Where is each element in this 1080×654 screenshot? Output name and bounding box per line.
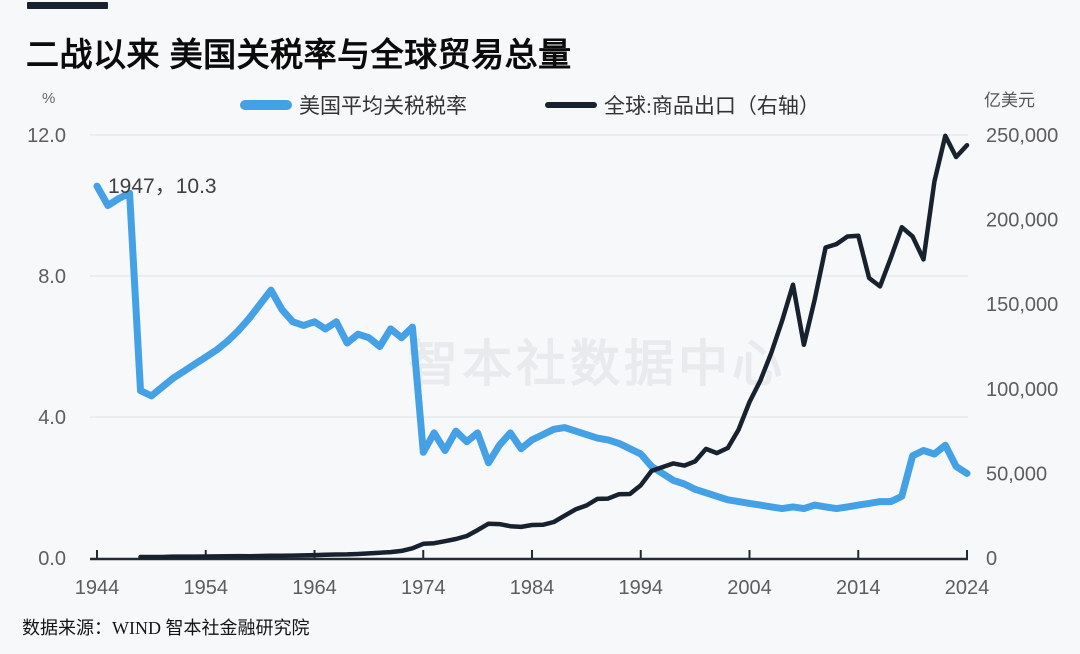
- legend-swatch-global-exports: [545, 102, 597, 108]
- x-tick-label: 1974: [401, 577, 446, 599]
- page-title: 二战以来 美国关税率与全球贸易总量: [26, 36, 572, 73]
- data-source: 数据来源：WIND 智本社金融研究院: [22, 618, 310, 638]
- x-tick-label: 1944: [75, 577, 120, 599]
- annotation-1947-peak: 1947，10.3: [108, 175, 217, 198]
- y-right-tick-label: 100,000: [986, 379, 1058, 401]
- x-tick-label: 1964: [292, 577, 337, 599]
- series-us-tariff-line: [93, 182, 971, 513]
- series-global-exports-line: [138, 133, 970, 560]
- brand-bar: [27, 2, 108, 9]
- y-right-tick-label: 150,000: [986, 294, 1058, 316]
- x-tick-label: 2014: [836, 577, 881, 599]
- legend: 美国平均关税税率 全球:商品出口（右轴）: [240, 90, 820, 120]
- x-tick-label: 1994: [619, 577, 664, 599]
- y-right-tick-label: 50,000: [986, 463, 1047, 485]
- legend-swatch-us-tariff: [240, 100, 292, 110]
- legend-label-us-tariff: 美国平均关税税率: [299, 94, 467, 118]
- y-left-tick-label: 8.0: [38, 266, 66, 288]
- legend-item-global-exports: 全球:商品出口（右轴）: [545, 90, 820, 120]
- watermark: 智本社数据中心: [408, 336, 786, 392]
- y-left-tick-label: 0.0: [38, 548, 66, 570]
- x-tick-label: 2024: [945, 577, 990, 599]
- left-axis-unit: %: [42, 90, 56, 107]
- right-axis-unit: 亿美元: [984, 91, 1035, 110]
- legend-label-global-exports: 全球:商品出口（右轴）: [604, 94, 820, 118]
- legend-item-us-tariff: 美国平均关税税率: [240, 90, 467, 120]
- y-left-tick-label: 12.0: [27, 125, 66, 147]
- y-right-tick-label: 250,000: [986, 125, 1058, 147]
- x-tick-label: 1954: [184, 577, 229, 599]
- y-right-tick-label: 200,000: [986, 210, 1058, 232]
- y-right-tick-label: 0: [986, 548, 997, 570]
- x-tick-label: 2004: [727, 577, 772, 599]
- y-left-tick-label: 4.0: [38, 407, 66, 429]
- x-tick-label: 1984: [510, 577, 555, 599]
